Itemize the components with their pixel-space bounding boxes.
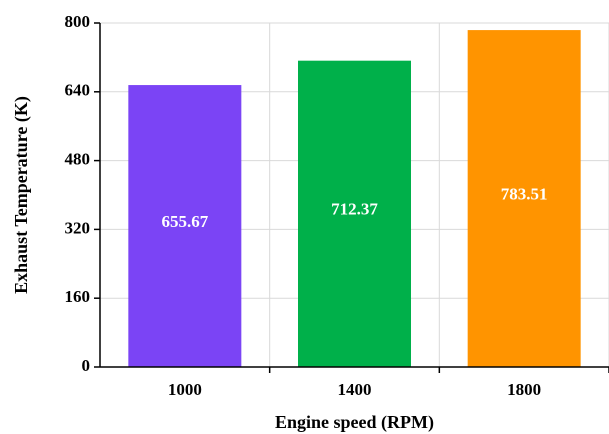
data-label-1800: 783.51 (501, 184, 548, 203)
y-tick-label: 800 (65, 12, 91, 31)
y-tick-labels: 0 160 320 480 640 800 (65, 12, 100, 375)
bar-1400 (298, 60, 411, 367)
bar-1000 (128, 85, 242, 368)
data-label-1000: 655.67 (161, 212, 208, 231)
data-label-1400: 712.37 (331, 200, 378, 219)
y-tick-label: 0 (82, 356, 91, 375)
bar-1800 (467, 30, 581, 368)
x-tick-label: 1800 (507, 380, 541, 399)
bars (128, 30, 581, 368)
y-axis-title: Exhaust Temperature (K) (11, 96, 32, 294)
y-tick-label: 480 (65, 150, 91, 169)
y-tick-label: 320 (65, 218, 91, 237)
data-labels: 655.67 712.37 783.51 (161, 184, 547, 230)
x-tick-label: 1400 (338, 380, 372, 399)
y-tick-label: 160 (65, 287, 91, 306)
x-axis-title: Engine speed (RPM) (275, 412, 434, 433)
x-tick-label: 1000 (168, 380, 202, 399)
x-tick-labels: 1000 1400 1800 (168, 367, 609, 399)
y-tick-label: 640 (65, 81, 91, 100)
